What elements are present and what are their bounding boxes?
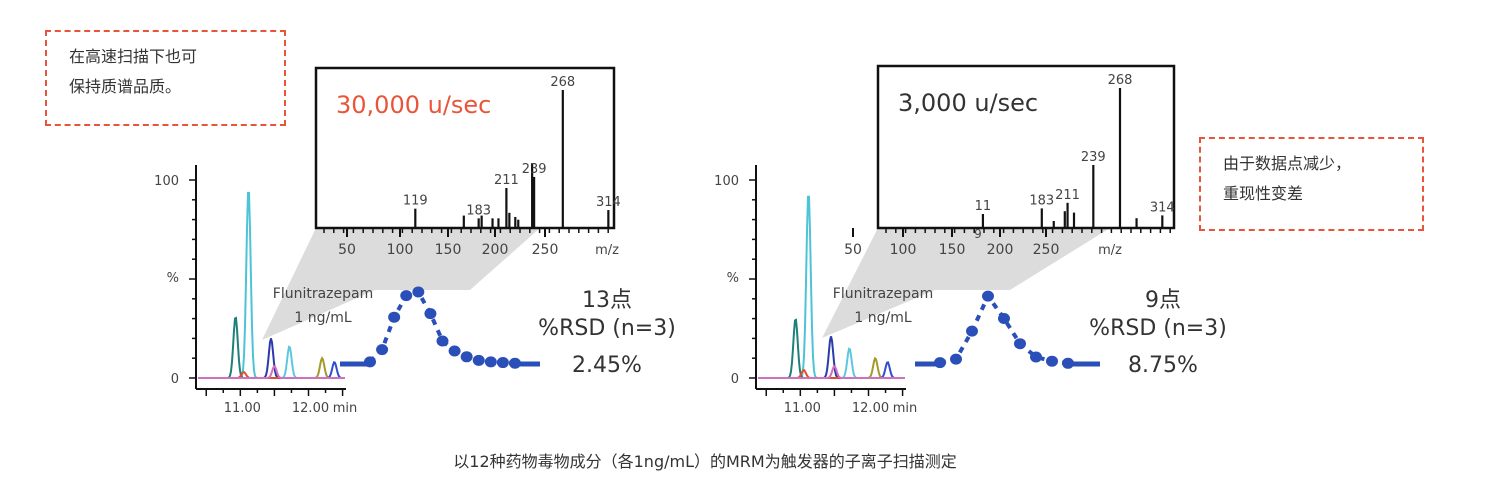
data-point bbox=[424, 308, 437, 320]
mz-tick-label: 50 bbox=[844, 242, 862, 258]
compound-concentration: 1 ng/mL bbox=[854, 310, 911, 326]
spectrum-frame bbox=[876, 64, 1176, 230]
mz-tick-label: 250 bbox=[532, 242, 559, 258]
dotted-peak-line bbox=[939, 292, 1069, 366]
data-point bbox=[934, 357, 946, 369]
chromatogram-trace-pink bbox=[198, 365, 345, 379]
data-point bbox=[966, 325, 978, 337]
data-point bbox=[998, 313, 1010, 324]
mz-tick-label: 100 bbox=[890, 242, 917, 258]
data-point bbox=[950, 353, 962, 365]
peak-label: 268 bbox=[1108, 73, 1133, 88]
data-point bbox=[376, 344, 389, 356]
peak-label: 211 bbox=[494, 173, 519, 188]
peak-label: 314 bbox=[1150, 200, 1175, 215]
compound-concentration: 1 ng/mL bbox=[294, 310, 351, 326]
points-count-left: 13点 bbox=[582, 288, 632, 313]
points-count-right: 9点 bbox=[1145, 288, 1181, 313]
mz-axis-label: m/z bbox=[595, 243, 619, 258]
mz-tick-label: 100 bbox=[387, 242, 414, 258]
data-point bbox=[412, 286, 425, 298]
peak-label: 314 bbox=[596, 195, 621, 210]
note-box-right: 由于数据点减少， 重现性变差 bbox=[1199, 137, 1424, 231]
chromatogram-trace-pink bbox=[758, 365, 905, 379]
x-tick-label: 11.00 bbox=[224, 401, 261, 416]
scan-speed-label: 3,000 u/sec bbox=[898, 89, 1038, 117]
peak-label: 183 bbox=[466, 203, 491, 218]
note-line: 保持质谱品质。 bbox=[69, 77, 182, 96]
data-point bbox=[400, 290, 413, 302]
data-point bbox=[1046, 355, 1058, 367]
data-point bbox=[436, 335, 449, 347]
spectrum-frame bbox=[314, 66, 616, 230]
data-point bbox=[460, 351, 473, 363]
compound-name: Flunitrazepam bbox=[833, 286, 933, 302]
data-point bbox=[448, 345, 461, 357]
mz-tick-label: 150 bbox=[435, 242, 462, 258]
y-axis-label: % bbox=[167, 271, 179, 286]
mz-tick-label: 200 bbox=[482, 242, 509, 258]
data-point bbox=[982, 290, 994, 302]
note-line: 在高速扫描下也可 bbox=[69, 47, 198, 66]
peak-label: 119 bbox=[403, 194, 428, 209]
data-point bbox=[509, 357, 521, 369]
note-line: 重现性变差 bbox=[1223, 184, 1304, 203]
mz-tick-label: 200 bbox=[987, 242, 1014, 258]
data-point bbox=[472, 354, 485, 366]
data-point bbox=[388, 311, 401, 323]
rsd-label-left: %RSD (n=3) bbox=[538, 316, 676, 341]
x-tick-label: 11.00 bbox=[784, 401, 821, 416]
zoom-callout-shape bbox=[262, 228, 540, 340]
data-point bbox=[1014, 338, 1026, 350]
compound-name: Flunitrazepam bbox=[273, 286, 373, 302]
mz-tick-label: 150 bbox=[939, 242, 966, 258]
x-tick-label: 12.00 bbox=[852, 401, 889, 416]
mz-tick-label: 50 bbox=[338, 242, 356, 258]
peak-label: 211 bbox=[1055, 188, 1080, 203]
y-tick-label: 100 bbox=[714, 174, 739, 189]
peak-label: 239 bbox=[1081, 150, 1106, 165]
peak-label: 11 bbox=[975, 199, 992, 214]
x-tick-label: 12.00 bbox=[292, 401, 329, 416]
peak-label: 239 bbox=[522, 162, 547, 177]
note-box-left: 在高速扫描下也可 保持质谱品质。 bbox=[45, 30, 286, 126]
figure-caption: 以12种药物毒物成分（各1ng/mL）的MRM为触发器的子离子扫描测定 bbox=[453, 452, 957, 471]
y-tick-label: 0 bbox=[171, 372, 179, 387]
mz-axis-label: m/z bbox=[1098, 243, 1122, 258]
y-axis-label: % bbox=[727, 271, 739, 286]
data-point bbox=[484, 356, 497, 368]
y-tick-label: 0 bbox=[731, 372, 739, 387]
mz-tick-label: 250 bbox=[1033, 242, 1060, 258]
data-point bbox=[496, 357, 509, 369]
data-point bbox=[364, 356, 376, 368]
data-point bbox=[1030, 351, 1042, 363]
x-axis-label: min bbox=[893, 401, 918, 416]
peak-label: 183 bbox=[1029, 193, 1054, 208]
dotted-peak-line bbox=[368, 289, 516, 366]
rsd-value-right: 8.75% bbox=[1128, 353, 1198, 378]
scan-speed-label: 30,000 u/sec bbox=[336, 91, 491, 119]
zoom-callout-shape bbox=[822, 228, 1110, 338]
peak-label: 9 bbox=[974, 227, 982, 241]
rsd-value-left: 2.45% bbox=[572, 353, 642, 378]
y-tick-label: 100 bbox=[154, 174, 179, 189]
note-line: 由于数据点减少， bbox=[1223, 154, 1352, 173]
x-axis-label: min bbox=[333, 401, 358, 416]
rsd-label-right: %RSD (n=3) bbox=[1089, 316, 1227, 341]
peak-label: 268 bbox=[550, 75, 575, 90]
data-point bbox=[1062, 357, 1074, 369]
